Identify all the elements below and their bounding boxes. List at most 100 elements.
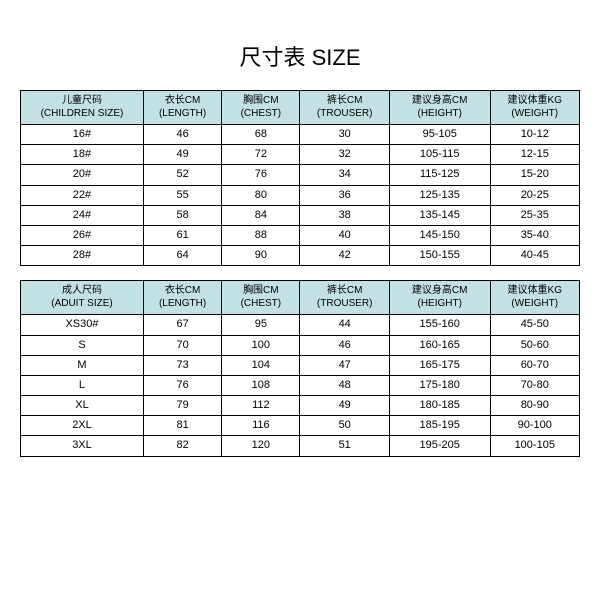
header-zh: 裤长CM bbox=[302, 95, 386, 108]
table-cell: 135-145 bbox=[389, 205, 490, 225]
header-en: (CHILDREN SIZE) bbox=[23, 108, 141, 121]
children_table-header-cell: 建议体重KG(WEIGHT) bbox=[490, 91, 579, 125]
table-cell: 3XL bbox=[21, 436, 144, 456]
page-title: 尺寸表 SIZE bbox=[20, 40, 580, 72]
table-cell: 44 bbox=[300, 315, 389, 335]
table-cell: 52 bbox=[143, 165, 221, 185]
table-cell: 49 bbox=[143, 145, 221, 165]
table-cell: 38 bbox=[300, 205, 389, 225]
table-cell: 70 bbox=[143, 335, 221, 355]
adult_table-header-cell: 建议身高CM(HEIGHT) bbox=[389, 281, 490, 315]
table-cell: 195-205 bbox=[389, 436, 490, 456]
header-en: (CHEST) bbox=[224, 298, 297, 311]
table-cell: 50-60 bbox=[490, 335, 579, 355]
table-cell: 90 bbox=[222, 246, 300, 266]
table-cell: 30 bbox=[300, 125, 389, 145]
header-zh: 裤长CM bbox=[302, 285, 386, 298]
table-cell: 73 bbox=[143, 355, 221, 375]
table-row: 2XL8111650185-19590-100 bbox=[21, 416, 580, 436]
header-zh: 衣长CM bbox=[146, 95, 219, 108]
table-cell: 10-12 bbox=[490, 125, 579, 145]
table-cell: 70-80 bbox=[490, 375, 579, 395]
header-en: (CHEST) bbox=[224, 108, 297, 121]
table-cell: 95 bbox=[222, 315, 300, 335]
table-cell: 76 bbox=[143, 375, 221, 395]
header-en: (WEIGHT) bbox=[493, 298, 577, 311]
table-cell: 80 bbox=[222, 185, 300, 205]
size-chart-page: 尺寸表 SIZE 儿童尺码(CHILDREN SIZE)衣长CM(LENGTH)… bbox=[0, 0, 600, 477]
header-en: (HEIGHT) bbox=[392, 108, 488, 121]
table-cell: 82 bbox=[143, 436, 221, 456]
table-cell: 47 bbox=[300, 355, 389, 375]
table-row: 20#527634115-12515-20 bbox=[21, 165, 580, 185]
table-cell: 16# bbox=[21, 125, 144, 145]
table-cell: 67 bbox=[143, 315, 221, 335]
table-cell: 24# bbox=[21, 205, 144, 225]
table-gap bbox=[20, 266, 580, 280]
table-cell: 88 bbox=[222, 225, 300, 245]
table-cell: 125-135 bbox=[389, 185, 490, 205]
table-row: 16#46683095-10510-12 bbox=[21, 125, 580, 145]
table-cell: XS30# bbox=[21, 315, 144, 335]
table-cell: 46 bbox=[143, 125, 221, 145]
table-cell: 58 bbox=[143, 205, 221, 225]
table-cell: 72 bbox=[222, 145, 300, 165]
children_table-header-cell: 裤长CM(TROUSER) bbox=[300, 91, 389, 125]
header-zh: 建议身高CM bbox=[392, 95, 488, 108]
table-cell: 145-150 bbox=[389, 225, 490, 245]
adult_table-header-cell: 裤长CM(TROUSER) bbox=[300, 281, 389, 315]
table-cell: S bbox=[21, 335, 144, 355]
table-cell: 46 bbox=[300, 335, 389, 355]
children-size-table: 儿童尺码(CHILDREN SIZE)衣长CM(LENGTH)胸围CM(CHES… bbox=[20, 90, 580, 266]
table-cell: 34 bbox=[300, 165, 389, 185]
table-cell: 50 bbox=[300, 416, 389, 436]
table-cell: 79 bbox=[143, 396, 221, 416]
table-cell: 84 bbox=[222, 205, 300, 225]
table-row: XS30#679544155-16045-50 bbox=[21, 315, 580, 335]
table-cell: 40-45 bbox=[490, 246, 579, 266]
header-zh: 衣长CM bbox=[146, 285, 219, 298]
table-cell: 68 bbox=[222, 125, 300, 145]
header-en: (WEIGHT) bbox=[493, 108, 577, 121]
adult_table-header-row: 成人尺码(ADUIT SIZE)衣长CM(LENGTH)胸围CM(CHEST)裤… bbox=[21, 281, 580, 315]
table-cell: 35-40 bbox=[490, 225, 579, 245]
table-row: 18#497232105-11512-15 bbox=[21, 145, 580, 165]
header-en: (HEIGHT) bbox=[392, 298, 488, 311]
table-cell: 112 bbox=[222, 396, 300, 416]
adult_table-header-cell: 衣长CM(LENGTH) bbox=[143, 281, 221, 315]
table-cell: 95-105 bbox=[389, 125, 490, 145]
table-cell: 18# bbox=[21, 145, 144, 165]
table-cell: 76 bbox=[222, 165, 300, 185]
table-cell: XL bbox=[21, 396, 144, 416]
table-row: S7010046160-16550-60 bbox=[21, 335, 580, 355]
table-row: XL7911249180-18580-90 bbox=[21, 396, 580, 416]
table-cell: 104 bbox=[222, 355, 300, 375]
adult-size-table: 成人尺码(ADUIT SIZE)衣长CM(LENGTH)胸围CM(CHEST)裤… bbox=[20, 280, 580, 456]
children_table-header-cell: 建议身高CM(HEIGHT) bbox=[389, 91, 490, 125]
table-row: 28#649042150-15540-45 bbox=[21, 246, 580, 266]
adult_table-header-cell: 胸围CM(CHEST) bbox=[222, 281, 300, 315]
table-cell: 15-20 bbox=[490, 165, 579, 185]
table-cell: 36 bbox=[300, 185, 389, 205]
header-en: (LENGTH) bbox=[146, 108, 219, 121]
table-cell: 61 bbox=[143, 225, 221, 245]
table-row: 26#618840145-15035-40 bbox=[21, 225, 580, 245]
table-cell: 32 bbox=[300, 145, 389, 165]
table-cell: 48 bbox=[300, 375, 389, 395]
header-zh: 建议体重KG bbox=[493, 285, 577, 298]
table-cell: 22# bbox=[21, 185, 144, 205]
children_table-header-cell: 胸围CM(CHEST) bbox=[222, 91, 300, 125]
table-cell: 20# bbox=[21, 165, 144, 185]
table-cell: 45-50 bbox=[490, 315, 579, 335]
header-en: (LENGTH) bbox=[146, 298, 219, 311]
table-cell: 185-195 bbox=[389, 416, 490, 436]
adult_table-header-cell: 建议体重KG(WEIGHT) bbox=[490, 281, 579, 315]
table-cell: 90-100 bbox=[490, 416, 579, 436]
header-zh: 胸围CM bbox=[224, 285, 297, 298]
table-cell: 80-90 bbox=[490, 396, 579, 416]
table-row: 22#558036125-13520-25 bbox=[21, 185, 580, 205]
table-cell: 20-25 bbox=[490, 185, 579, 205]
table-cell: M bbox=[21, 355, 144, 375]
header-zh: 建议体重KG bbox=[493, 95, 577, 108]
table-cell: 115-125 bbox=[389, 165, 490, 185]
